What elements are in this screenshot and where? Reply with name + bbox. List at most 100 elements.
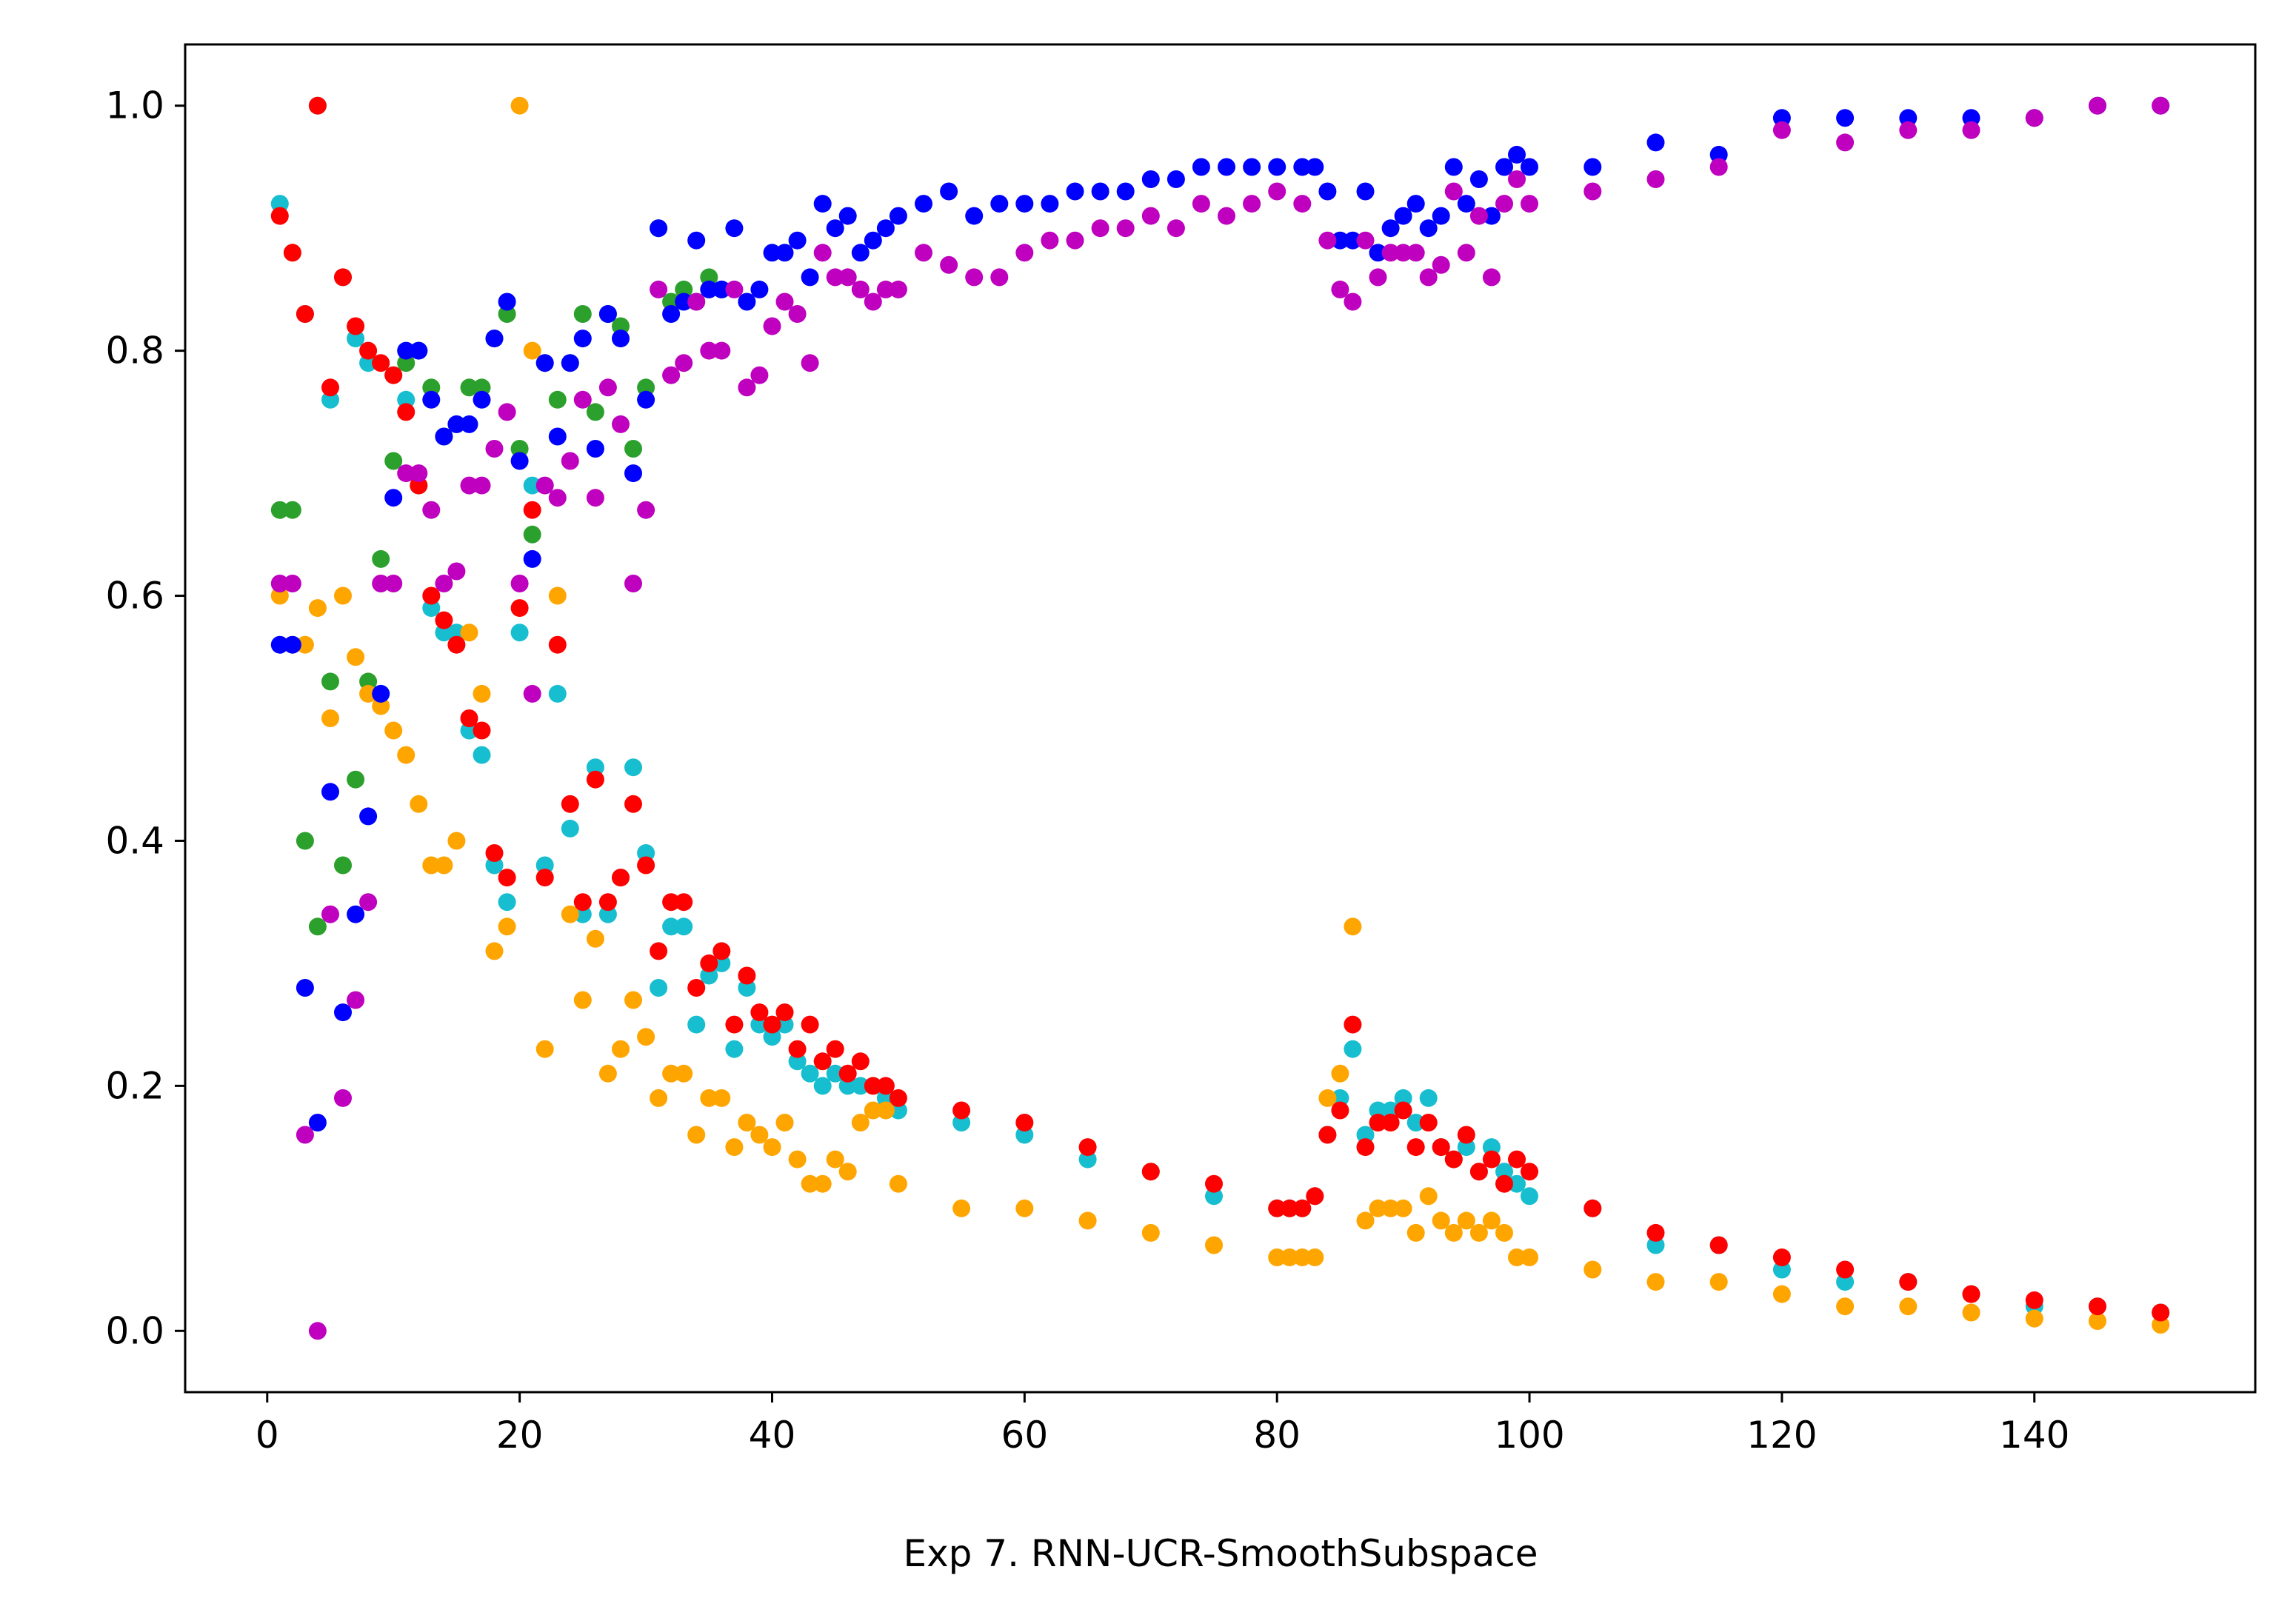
data-point-s5-89: [1962, 121, 1980, 139]
data-point-s0-67: [1419, 1089, 1438, 1107]
data-point-s2-81: [1899, 1297, 1918, 1316]
data-point-s3-1: [283, 635, 301, 654]
data-point-s3-59: [1141, 170, 1160, 188]
x-tick-label: 20: [496, 1414, 544, 1457]
data-point-s4-38: [750, 1003, 769, 1022]
x-axis: 0 20 40 60 80 100 120 140: [256, 1392, 2069, 1457]
data-point-s4-10: [397, 403, 416, 421]
data-point-s5-34: [700, 341, 718, 360]
data-point-s4-60: [1331, 1101, 1349, 1120]
data-point-s5-78: [1469, 207, 1488, 225]
data-point-s5-68: [1344, 292, 1362, 311]
data-point-s2-37: [738, 1114, 756, 1131]
data-point-s0-37: [738, 979, 756, 997]
data-point-s2-48: [876, 1101, 895, 1120]
data-point-s2-0: [270, 586, 289, 605]
y-tick-label: 0.8: [105, 330, 164, 372]
data-point-s2-13: [435, 856, 453, 875]
data-point-s4-29: [637, 856, 655, 875]
data-point-s2-54: [1205, 1236, 1223, 1254]
data-point-s4-35: [713, 942, 731, 960]
data-point-s2-41: [788, 1150, 807, 1169]
data-point-s0-22: [548, 684, 567, 703]
data-point-s5-66: [1318, 231, 1337, 250]
data-point-s2-2: [296, 635, 314, 654]
data-point-s0-51: [1015, 1126, 1034, 1144]
data-point-s2-61: [1344, 917, 1362, 936]
data-point-s0-62: [1356, 1126, 1375, 1144]
data-point-s4-68: [1432, 1138, 1450, 1157]
data-point-s4-32: [675, 893, 693, 912]
data-point-s5-33: [687, 292, 706, 311]
data-point-s0-13: [435, 624, 453, 642]
data-point-s4-77: [1646, 1223, 1665, 1242]
data-point-s1-7: [359, 672, 378, 691]
data-point-s1-6: [347, 770, 365, 789]
data-point-s0-16: [473, 746, 491, 764]
data-point-s2-85: [2152, 1316, 2170, 1334]
data-point-s2-36: [725, 1138, 744, 1157]
data-point-s2-80: [1836, 1297, 1855, 1316]
data-point-s2-22: [548, 586, 567, 605]
data-point-s5-57: [1091, 219, 1109, 238]
data-point-s0-40: [775, 1015, 794, 1034]
data-point-s4-54: [1205, 1174, 1223, 1193]
data-point-s2-78: [1709, 1273, 1728, 1291]
data-point-s0-24: [573, 905, 592, 923]
data-point-s5-72: [1394, 244, 1412, 262]
data-point-s4-67: [1419, 1114, 1438, 1131]
data-point-s4-78: [1709, 1236, 1728, 1254]
data-point-s5-88: [1899, 121, 1918, 139]
data-point-s5-19: [510, 575, 529, 592]
data-point-s5-92: [2152, 96, 2170, 115]
data-point-s4-24: [573, 893, 592, 912]
data-point-s2-57: [1293, 1248, 1312, 1266]
data-point-s3-33: [687, 231, 706, 250]
data-point-s2-24: [573, 991, 592, 1009]
data-point-s1-27: [612, 317, 630, 335]
data-point-s2-75: [1521, 1248, 1538, 1266]
data-point-s5-2: [296, 1126, 314, 1144]
data-point-s5-40: [775, 292, 794, 311]
data-point-s3-46: [851, 244, 870, 262]
data-point-s3-17: [485, 330, 504, 348]
data-point-s1-2: [296, 832, 314, 850]
data-point-s2-60: [1331, 1064, 1349, 1083]
data-point-s4-2: [296, 305, 314, 323]
data-point-s4-37: [738, 966, 756, 985]
data-point-s5-56: [1066, 231, 1084, 250]
data-point-s3-39: [763, 244, 781, 262]
data-point-s5-3: [308, 1322, 327, 1340]
data-point-s3-9: [384, 489, 403, 507]
data-point-s5-85: [1709, 158, 1728, 176]
data-point-s2-7: [359, 684, 378, 703]
data-point-s3-65: [1293, 158, 1312, 176]
data-point-s2-70: [1457, 1211, 1475, 1230]
data-point-s4-3: [308, 96, 327, 115]
data-point-s4-51: [1015, 1114, 1034, 1131]
data-point-s3-50: [915, 195, 932, 213]
data-point-s5-64: [1268, 182, 1287, 201]
data-point-s2-62: [1356, 1211, 1375, 1230]
data-point-s0-50: [952, 1114, 971, 1131]
data-point-s4-42: [801, 1015, 819, 1034]
data-point-s4-66: [1406, 1138, 1425, 1157]
data-point-s2-23: [561, 905, 579, 923]
data-point-s4-16: [473, 721, 491, 740]
data-point-s4-74: [1508, 1150, 1526, 1169]
data-point-s4-34: [700, 954, 718, 972]
data-point-s4-8: [372, 354, 390, 372]
data-point-s1-22: [548, 390, 567, 409]
data-point-s2-69: [1444, 1223, 1463, 1242]
data-point-s3-24: [573, 330, 592, 348]
data-point-s2-71: [1469, 1223, 1488, 1242]
data-point-s4-0: [270, 207, 289, 225]
data-point-s2-27: [612, 1040, 630, 1058]
data-point-s5-74: [1419, 268, 1438, 287]
data-point-s4-9: [384, 366, 403, 384]
data-point-s1-29: [637, 378, 655, 397]
data-point-s1-20: [523, 525, 541, 544]
data-point-s2-25: [586, 929, 604, 948]
data-point-s4-12: [422, 586, 441, 605]
data-point-s4-6: [347, 317, 365, 335]
